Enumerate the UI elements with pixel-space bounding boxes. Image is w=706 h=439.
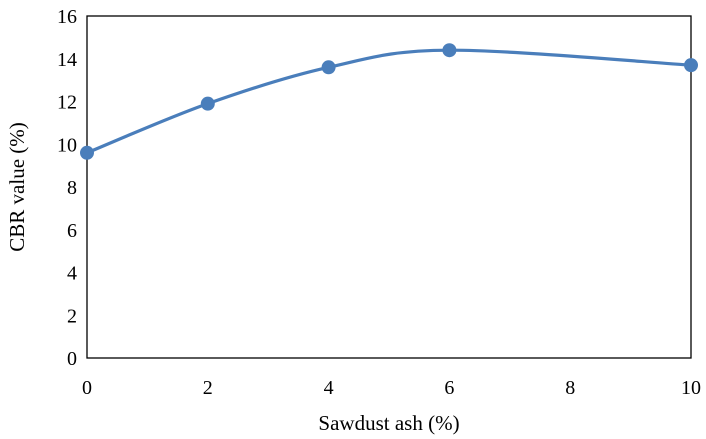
x-tick-label: 8 (565, 377, 575, 399)
y-tick-label: 0 (67, 348, 77, 370)
y-tick-label: 10 (57, 134, 77, 156)
y-tick-label: 8 (67, 177, 77, 199)
x-tick-label: 10 (681, 377, 701, 399)
y-tick-label: 6 (67, 220, 77, 242)
series-markers (80, 43, 698, 160)
data-point-marker (200, 96, 215, 111)
x-axis-ticks: 0 2 4 6 8 10 (82, 377, 701, 399)
x-tick-label: 4 (324, 377, 334, 399)
y-axis-ticks: 0 2 4 6 8 10 12 14 16 (57, 6, 77, 370)
y-tick-label: 4 (67, 263, 77, 285)
y-axis-title: CBR value (%) (5, 122, 29, 251)
data-point-marker (80, 145, 94, 160)
x-tick-label: 6 (444, 377, 454, 399)
x-tick-label: 2 (203, 377, 213, 399)
data-point-marker (321, 60, 336, 75)
y-tick-label: 16 (57, 6, 77, 28)
x-tick-label: 0 (82, 377, 92, 399)
data-point-marker (684, 58, 698, 73)
data-point-marker (442, 43, 457, 58)
y-tick-label: 14 (57, 49, 77, 71)
y-tick-label: 2 (67, 305, 77, 327)
x-axis-title: Sawdust ash (%) (318, 411, 459, 435)
series-line (85, 48, 693, 155)
y-tick-label: 12 (57, 92, 77, 114)
plot-area-frame (86, 15, 692, 359)
